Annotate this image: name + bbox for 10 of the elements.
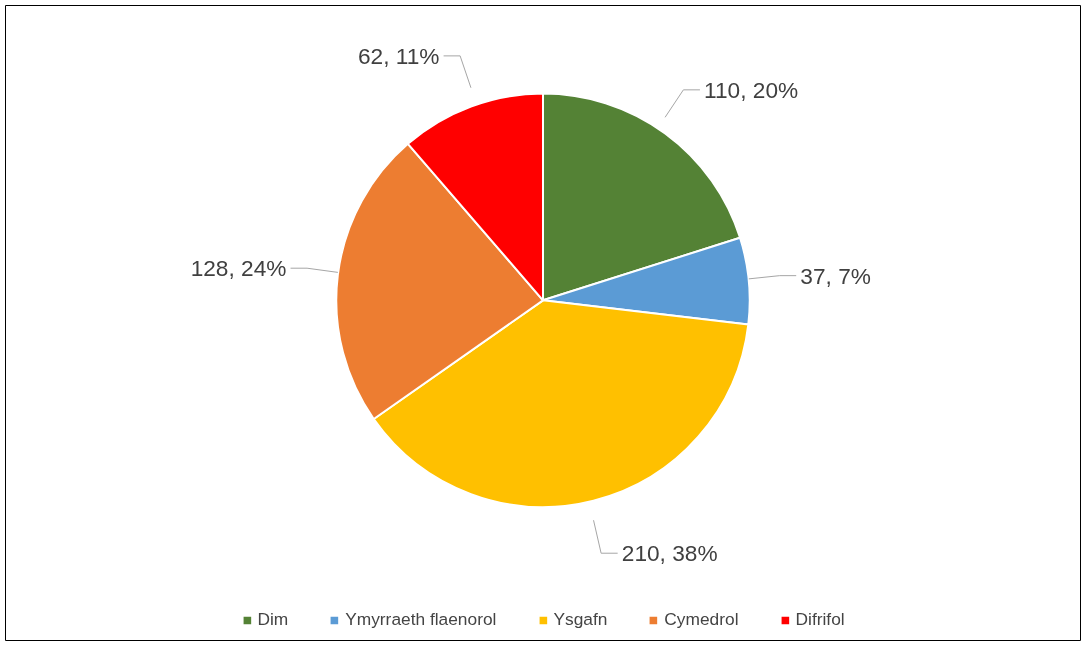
- legend-label: Ymyrraeth flaenorol: [345, 609, 497, 630]
- legend-label: Dim: [257, 609, 289, 630]
- data-label: 110, 20%: [704, 76, 799, 103]
- data-label: 62, 11%: [357, 42, 440, 69]
- data-label: 210, 38%: [621, 540, 718, 567]
- legend-label: Cymedrol: [664, 609, 739, 630]
- legend-label: Difrifol: [795, 609, 845, 630]
- data-label: 128, 24%: [190, 255, 287, 282]
- legend-label: Ysgafn: [553, 609, 608, 630]
- data-label: 37, 7%: [800, 262, 871, 289]
